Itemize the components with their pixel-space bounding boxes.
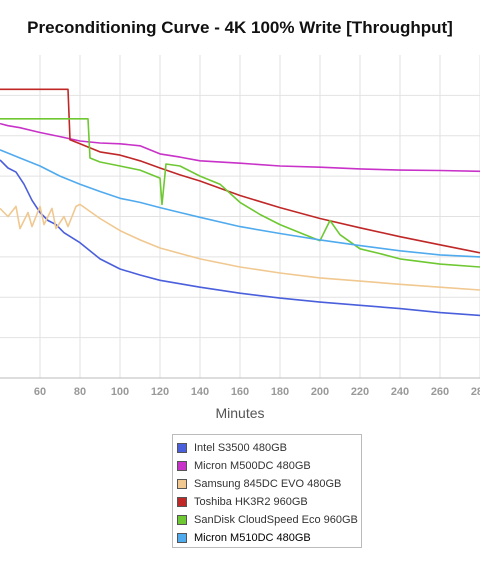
- legend-item[interactable]: Micron M510DC 480GB: [177, 529, 361, 547]
- legend-item[interactable]: SanDisk CloudSpeed Eco 960GB: [177, 511, 361, 529]
- x-tick-label: 180: [271, 386, 289, 398]
- legend-label: Toshiba HK3R2 960GB: [194, 496, 308, 508]
- x-axis-label: Minutes: [215, 405, 265, 421]
- legend-label: Samsung 845DC EVO 480GB: [194, 478, 342, 490]
- series-line-2: [0, 203, 480, 291]
- legend-swatch: [177, 443, 187, 453]
- x-tick-label: 280: [471, 386, 480, 398]
- legend-label: Micron M510DC 480GB: [194, 532, 311, 544]
- legend-label: Intel S3500 480GB: [194, 442, 287, 454]
- legend-item[interactable]: Micron M500DC 480GB: [177, 457, 361, 475]
- chart-title: Preconditioning Curve - 4K 100% Write [T…: [27, 18, 453, 37]
- legend-item[interactable]: Intel S3500 480GB: [177, 439, 361, 457]
- series-lines: [0, 88, 480, 317]
- legend-item[interactable]: Samsung 845DC EVO 480GB: [177, 475, 361, 493]
- legend-swatch: [177, 497, 187, 507]
- legend-label: Micron M500DC 480GB: [194, 460, 311, 472]
- x-tick-label: 220: [351, 386, 369, 398]
- legend-label: SanDisk CloudSpeed Eco 960GB: [194, 514, 358, 526]
- x-tick-label: 80: [74, 386, 86, 398]
- legend-swatch: [177, 533, 187, 543]
- legend-swatch: [177, 479, 187, 489]
- x-tick-label: 160: [231, 386, 249, 398]
- chart-legend: Intel S3500 480GB Micron M500DC 480GB Sams…: [172, 434, 362, 548]
- series-line-4: [0, 118, 480, 268]
- x-tick-label: 240: [391, 386, 409, 398]
- series-line-3: [0, 88, 480, 254]
- x-tick-label: 140: [191, 386, 209, 398]
- legend-swatch: [177, 461, 187, 471]
- chart-plot-area: 60 80 100 120 140 160 180 200 220 240 260 280: [0, 55, 480, 398]
- x-tick-label: 200: [311, 386, 329, 398]
- gridlines: [0, 55, 480, 378]
- series-line-1: [0, 122, 480, 173]
- legend-item[interactable]: Toshiba HK3R2 960GB: [177, 493, 361, 511]
- x-tick-label: 120: [151, 386, 169, 398]
- x-tick-labels: 60 80 100 120 140 160 180 200 220 240 260 280: [34, 386, 480, 398]
- series-line-0: [0, 159, 480, 317]
- legend-swatch: [177, 515, 187, 525]
- x-tick-label: 100: [111, 386, 129, 398]
- x-tick-label: 260: [431, 386, 449, 398]
- x-tick-label: 60: [34, 386, 46, 398]
- series-line-5: [0, 149, 480, 258]
